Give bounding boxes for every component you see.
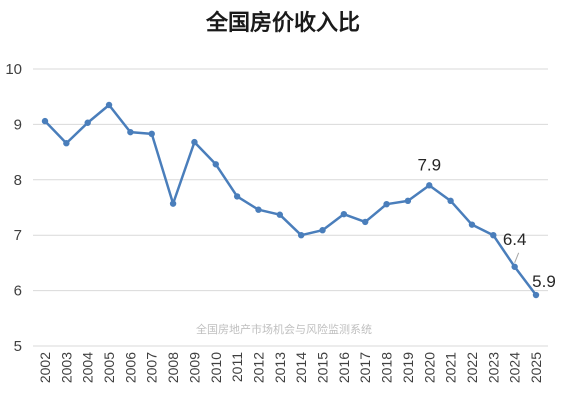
data-label: 5.9 (532, 272, 556, 291)
data-point (447, 197, 454, 205)
data-point (191, 138, 198, 146)
data-point (105, 101, 113, 109)
data-point (297, 232, 305, 239)
x-tick-label: 2011 (229, 352, 245, 382)
x-tick-label: 2015 (315, 352, 331, 383)
series-layer (41, 101, 540, 299)
data-point (362, 218, 369, 226)
watermark-text: 全国房地产市场机会与风险监测系统 (196, 322, 372, 336)
data-point (41, 117, 49, 125)
y-tick-label: 10 (5, 61, 22, 78)
y-tick-label: 5 (14, 338, 22, 355)
data-point (233, 193, 241, 200)
chart-title: 全国房价收入比 (205, 10, 360, 36)
data-point (340, 210, 348, 218)
data-point (383, 200, 390, 208)
data-point (426, 182, 433, 189)
x-tick-label: 2012 (250, 352, 266, 383)
data-point (468, 221, 476, 228)
data-point (255, 206, 262, 213)
x-tick-label: 2023 (485, 352, 501, 383)
x-tick-label: 2008 (165, 352, 181, 383)
data-point (532, 291, 540, 299)
label-leader-line (514, 252, 520, 263)
data-point (212, 161, 219, 168)
x-tick-label: 2004 (80, 352, 96, 383)
data-point (511, 263, 518, 270)
y-tick-label: 9 (14, 116, 22, 133)
x-axis-ticks: 2002 2003 2004 2005 2006 2007 2008 2009 2010 2011… (37, 352, 544, 383)
data-labels: 7.9 6.4 5.9 (417, 155, 555, 291)
data-point (490, 232, 497, 239)
x-tick-label: 2013 (272, 352, 288, 383)
data-label: 7.9 (417, 155, 441, 174)
x-tick-label: 2007 (144, 352, 160, 383)
gridlines (33, 68, 548, 347)
data-point (127, 128, 134, 136)
data-point (84, 119, 91, 126)
y-tick-label: 7 (14, 227, 22, 244)
x-tick-label: 2024 (507, 352, 523, 383)
x-tick-label: 2020 (421, 352, 437, 383)
data-point (148, 130, 155, 138)
x-tick-label: 2016 (336, 352, 352, 383)
data-point (169, 200, 177, 207)
series-line (43, 103, 538, 297)
data-point (404, 197, 412, 205)
data-point (319, 227, 326, 234)
y-tick-label: 6 (14, 283, 22, 300)
data-label: 6.4 (503, 230, 527, 249)
x-tick-label: 2003 (58, 352, 74, 383)
data-point (63, 140, 70, 147)
x-tick-label: 2009 (186, 352, 202, 383)
x-tick-label: 2025 (528, 352, 544, 383)
x-tick-label: 2021 (443, 352, 459, 383)
x-tick-label: 2022 (464, 352, 480, 383)
x-tick-label: 2010 (208, 352, 224, 383)
x-tick-label: 2006 (122, 352, 138, 383)
y-axis-ticks: 5 6 7 8 9 10 (5, 61, 22, 355)
x-tick-label: 2017 (357, 352, 373, 383)
x-tick-label: 2018 (379, 352, 395, 383)
data-point (276, 211, 284, 218)
x-tick-label: 2014 (293, 352, 309, 383)
x-tick-label: 2005 (101, 352, 117, 383)
x-tick-label: 2002 (37, 352, 53, 383)
y-tick-label: 8 (14, 172, 22, 189)
x-tick-label: 2019 (400, 352, 416, 383)
